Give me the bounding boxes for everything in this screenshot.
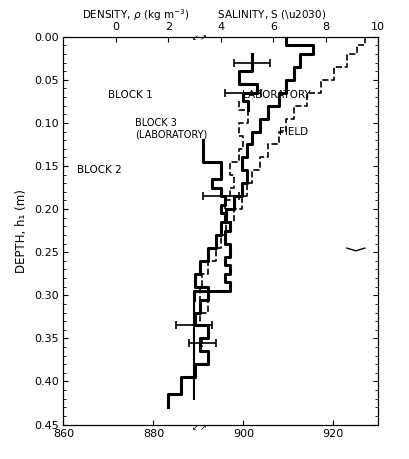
Text: BLOCK 1: BLOCK 1 bbox=[108, 90, 153, 101]
Y-axis label: DEPTH, h₁ (m): DEPTH, h₁ (m) bbox=[15, 189, 28, 273]
Text: BLOCK 2: BLOCK 2 bbox=[77, 165, 121, 175]
Text: BLOCK 3
(LABORATORY): BLOCK 3 (LABORATORY) bbox=[135, 118, 208, 140]
Text: $\swarrow\!\!\nearrow$: $\swarrow\!\!\nearrow$ bbox=[190, 423, 207, 432]
Text: DENSITY, $\rho$ (kg m$^{-3}$)         SALINITY, S (\u2030): DENSITY, $\rho$ (kg m$^{-3}$) SALINITY, … bbox=[83, 7, 326, 22]
Text: $\swarrow\!\!\nearrow$: $\swarrow\!\!\nearrow$ bbox=[190, 33, 207, 42]
Text: FIELD: FIELD bbox=[279, 127, 308, 136]
Text: LABORATORY: LABORATORY bbox=[242, 90, 310, 101]
